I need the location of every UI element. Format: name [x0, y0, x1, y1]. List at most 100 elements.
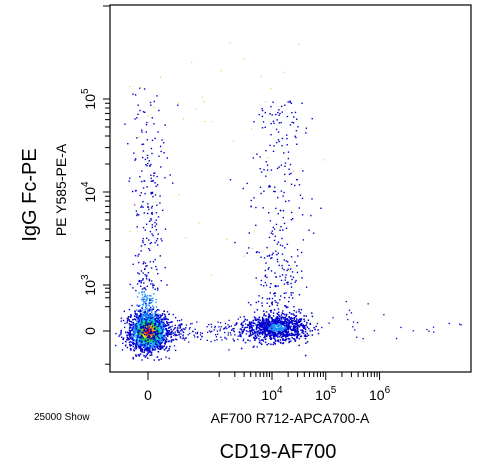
event-dot-2142 — [161, 139, 163, 141]
event-dot-2930 — [284, 327, 286, 330]
event-dot-3553 — [265, 262, 267, 264]
event-dot-1699 — [128, 341, 131, 343]
event-dot-2405 — [306, 332, 308, 335]
event-dot-2664 — [260, 325, 262, 327]
event-dot-1958 — [152, 300, 154, 302]
event-dot-14 — [156, 356, 159, 358]
event-dot-2143 — [124, 123, 126, 125]
event-dot-1651 — [158, 324, 160, 326]
event-dot-3269 — [201, 332, 204, 334]
event-dot-1998 — [163, 142, 165, 144]
event-dot-1817 — [128, 338, 130, 341]
event-dot-1178 — [157, 344, 159, 347]
event-dot-2414 — [288, 311, 291, 314]
event-dot-2188 — [155, 185, 157, 187]
event-dot-1916 — [144, 229, 146, 231]
event-dot-2092 — [148, 315, 150, 318]
event-dot-3497 — [269, 309, 272, 312]
event-dot-3502 — [269, 144, 271, 147]
event-dot-1513 — [134, 324, 137, 326]
event-dot-3312 — [232, 338, 234, 340]
event-dot-3648 — [210, 274, 212, 276]
event-dot-1770 — [172, 313, 174, 316]
event-dot-3204 — [227, 334, 229, 336]
event-dot-3058 — [274, 319, 276, 322]
event-dot-2610 — [260, 343, 263, 346]
event-dot-327 — [137, 354, 140, 356]
event-dot-3640 — [352, 321, 355, 323]
event-dot-3615 — [257, 300, 260, 303]
event-dot-3348 — [287, 151, 290, 153]
event-dot-2651 — [262, 317, 264, 320]
event-dot-3459 — [283, 283, 286, 285]
event-dot-919 — [134, 332, 137, 334]
event-dot-1343 — [161, 331, 163, 333]
event-dot-1775 — [157, 340, 160, 342]
event-dot-1704 — [147, 343, 149, 346]
event-dot-3572 — [286, 243, 289, 245]
event-dot-411 — [154, 321, 157, 324]
event-dot-3036 — [257, 330, 260, 332]
event-dot-3458 — [272, 101, 274, 103]
event-dot-2194 — [134, 118, 136, 120]
event-dot-3280 — [270, 330, 272, 332]
event-dot-3182 — [261, 331, 263, 334]
event-dot-3062 — [256, 326, 258, 328]
event-dot-3113 — [296, 324, 299, 327]
event-dot-2070 — [160, 150, 162, 153]
event-dot-3047 — [259, 331, 261, 334]
event-dot-1275 — [155, 331, 158, 334]
event-dot-1753 — [140, 344, 142, 346]
event-dot-941 — [162, 321, 165, 324]
event-dot-2685 — [275, 329, 277, 332]
event-dot-3369 — [277, 196, 279, 199]
event-dot-2210 — [144, 158, 147, 161]
event-dot-1662 — [147, 339, 149, 341]
event-dot-3480 — [298, 207, 300, 209]
event-dot-3193 — [179, 324, 181, 326]
event-dot-2781 — [268, 313, 270, 315]
event-dot-3165 — [248, 324, 250, 326]
event-dot-3608 — [271, 297, 274, 300]
event-dot-1937 — [143, 315, 146, 317]
event-dot-3625 — [354, 329, 356, 331]
event-dot-3251 — [216, 339, 218, 341]
event-dot-3476 — [276, 260, 279, 263]
event-dot-1938 — [150, 207, 153, 209]
event-dot-1031 — [148, 344, 151, 347]
event-dot-2241 — [304, 328, 307, 331]
event-dot-3305 — [185, 324, 188, 326]
event-dot-3450 — [302, 239, 305, 241]
event-dot-1359 — [128, 333, 130, 336]
event-dot-2578 — [282, 327, 285, 329]
event-dot-2676 — [282, 335, 284, 337]
event-dot-3303 — [224, 331, 226, 334]
event-dot-3340 — [268, 212, 270, 214]
event-dot-1664 — [166, 346, 168, 348]
event-dot-1841 — [157, 325, 160, 327]
event-dot-3632 — [352, 326, 354, 328]
event-dot-1904 — [150, 295, 152, 297]
event-dot-1486 — [161, 330, 163, 332]
event-dot-1863 — [139, 330, 141, 332]
event-dot-1994 — [144, 193, 146, 195]
event-dot-3342 — [286, 134, 288, 136]
event-dot-2720 — [293, 318, 296, 320]
event-dot-1975 — [144, 293, 146, 296]
event-dot-1193 — [159, 348, 161, 350]
event-dot-2147 — [142, 187, 145, 189]
event-dot-1268 — [145, 354, 148, 357]
event-dot-1474 — [133, 335, 136, 338]
event-dot-3086 — [272, 325, 274, 328]
event-dot-3575 — [301, 197, 304, 200]
event-dot-2626 — [277, 339, 279, 341]
event-dot-3601 — [291, 278, 293, 281]
event-dot-1933 — [146, 297, 148, 299]
event-dot-3403 — [262, 121, 265, 123]
event-dot-2087 — [141, 313, 143, 315]
event-dot-3662 — [283, 71, 285, 73]
event-dot-2832 — [261, 325, 264, 327]
event-dot-1889 — [147, 328, 149, 330]
event-dot-1950 — [136, 283, 139, 285]
